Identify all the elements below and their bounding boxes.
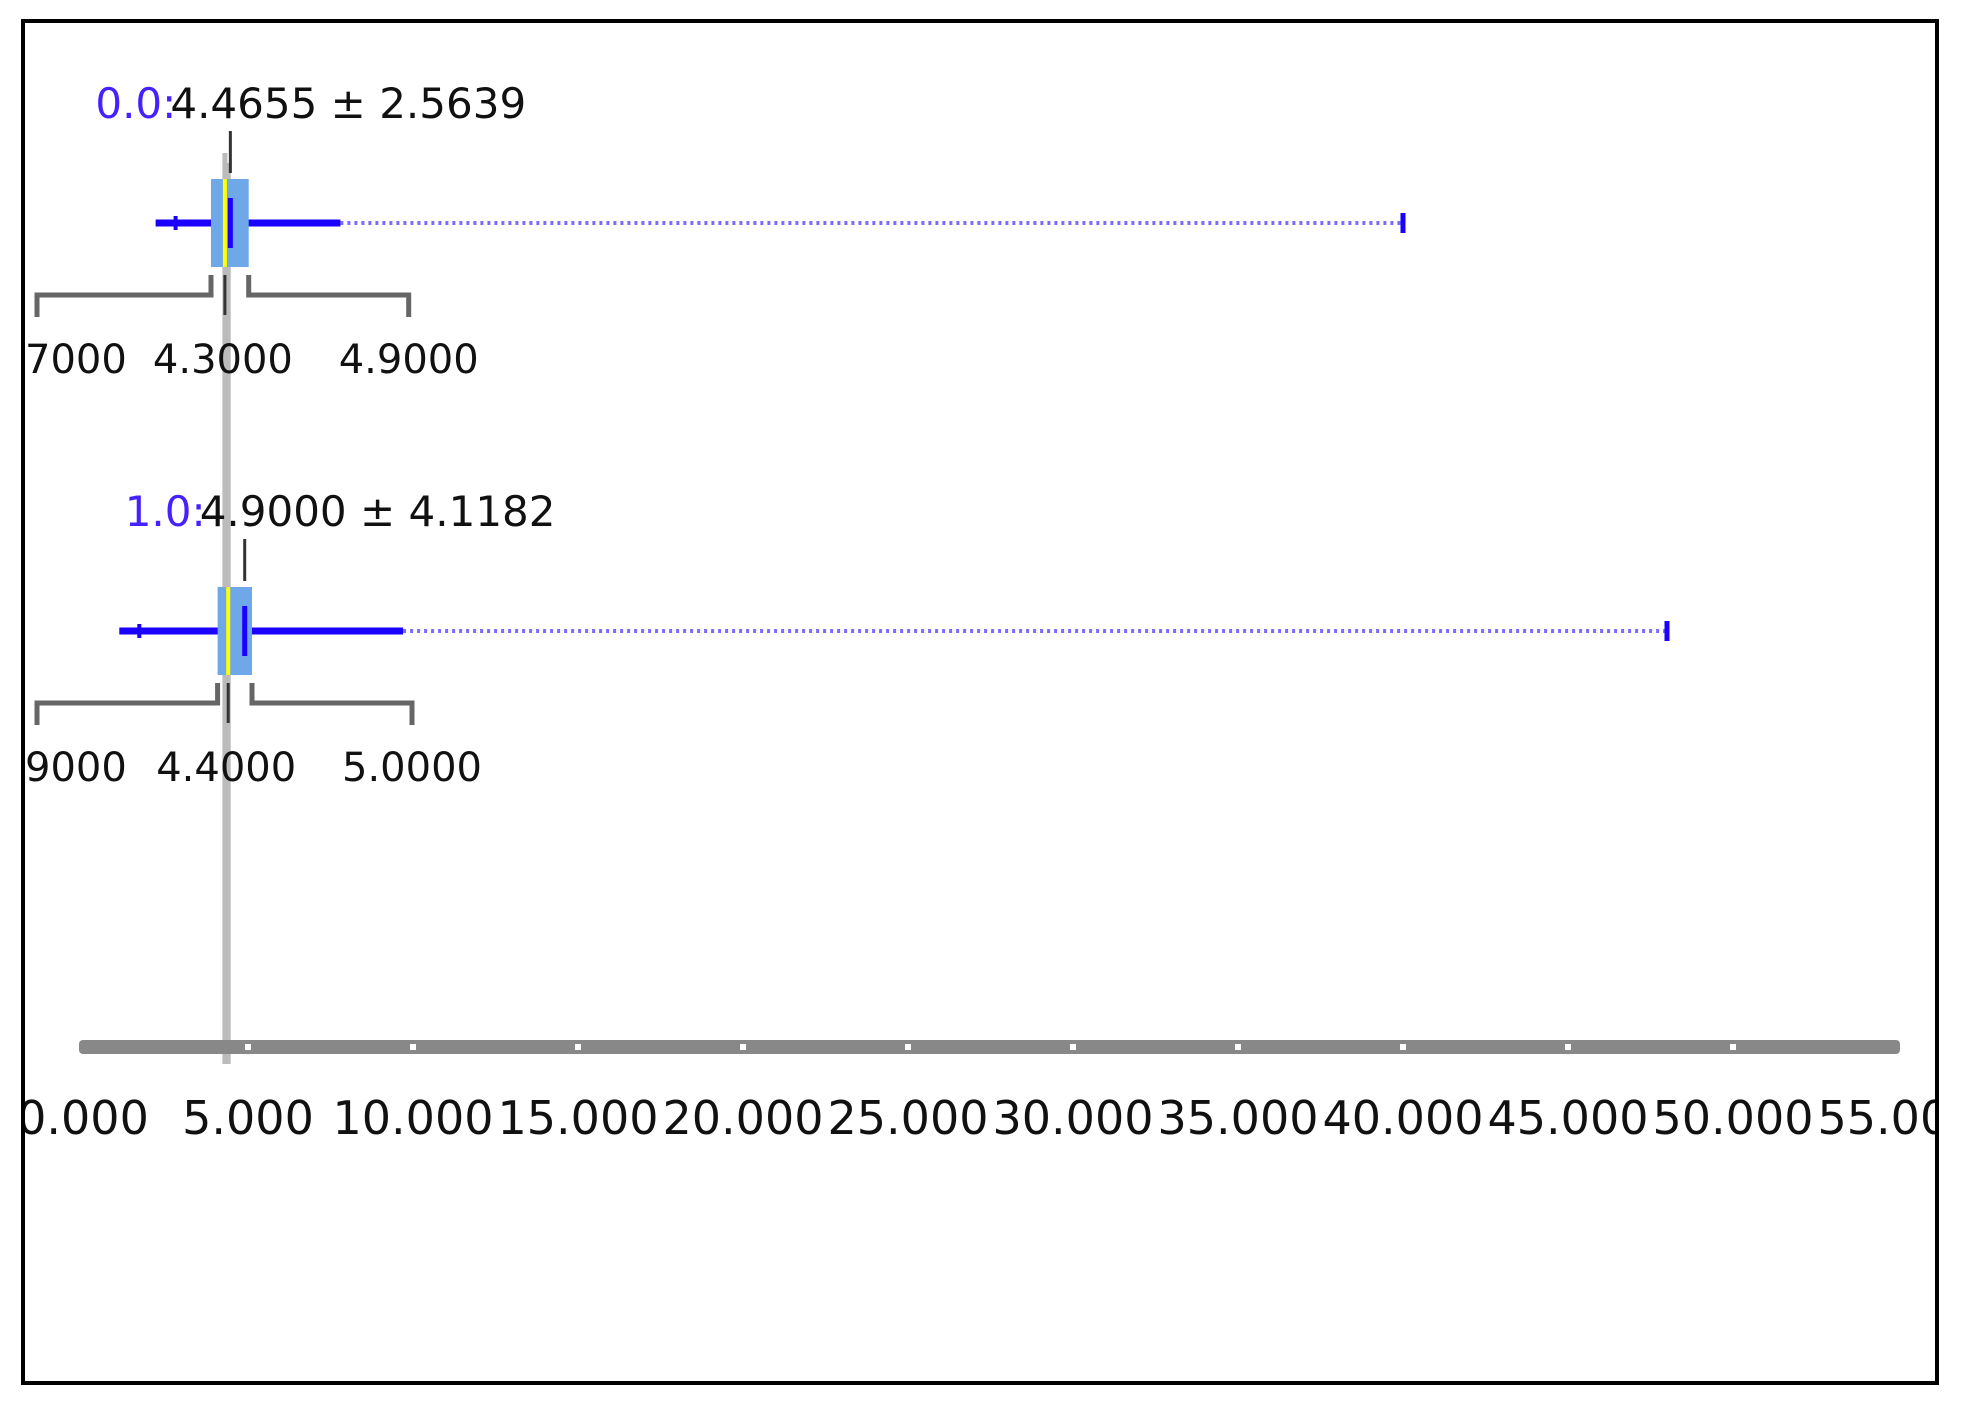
x-axis-tick-mark [740,1044,746,1050]
chart-frame: 0.0: 4.4655 ± 2.5639 7000 4.3000 4.9000 1.0: 4… [21,19,1939,1385]
x-axis-tick-mark [1565,1044,1571,1050]
x-axis-tick-mark [410,1044,416,1050]
q1-label: 9000 [25,745,127,791]
median-label: 4.3000 [153,337,293,383]
x-tick-label: 15.000 [498,1091,659,1145]
median-label: 4.4000 [156,745,296,791]
x-tick-label: 35.000 [1158,1091,1319,1145]
x-tick-label: 40.000 [1323,1091,1484,1145]
x-tick-label: 5.000 [182,1091,314,1145]
x-axis-line [79,1040,1900,1054]
x-axis-tick-mark [1235,1044,1241,1050]
x-axis-tick-mark [245,1044,251,1050]
x-tick-label: 10.000 [333,1091,494,1145]
x-tick-label: 20.000 [663,1091,824,1145]
q1-bracket [34,683,221,725]
q3-label: 5.0000 [342,745,482,791]
x-axis-tick-mark [1400,1044,1406,1050]
q3-bracket [249,683,415,725]
x-tick-label: 50.000 [1653,1091,1814,1145]
q1-bracket [34,275,214,317]
x-axis-tick-mark [905,1044,911,1050]
x-tick-label: 55.000 [1818,1091,1935,1145]
mean-std-label: 4.9000 ± 4.1182 [200,487,556,536]
x-axis-tick-mark [1730,1044,1736,1050]
x-tick-label: 0.000 [25,1091,149,1145]
group-label: 1.0: [125,487,206,536]
x-axis-tick-mark [1070,1044,1076,1050]
q1-label: 7000 [25,337,127,383]
q3-label: 4.9000 [339,337,479,383]
x-tick-label: 30.000 [993,1091,1154,1145]
x-axis-tick-mark [575,1044,581,1050]
x-tick-label: 45.000 [1488,1091,1649,1145]
group-label: 0.0: [95,79,176,128]
q3-bracket [246,275,412,317]
mean-std-label: 4.4655 ± 2.5639 [170,79,526,128]
x-tick-label: 25.000 [828,1091,989,1145]
